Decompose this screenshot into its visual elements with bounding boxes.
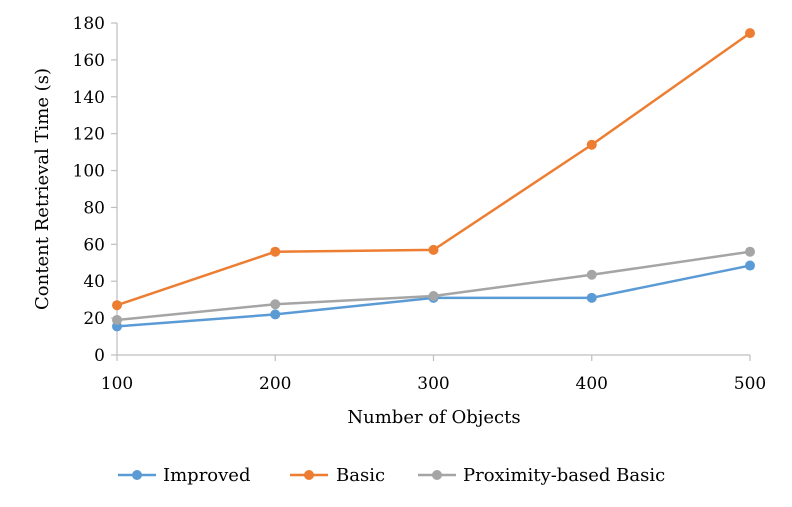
series-basic: [112, 28, 755, 311]
data-point: [586, 292, 597, 303]
y-tick-label: 60: [83, 235, 105, 255]
data-point: [586, 269, 597, 280]
y-axis: 0 20 40 60 80 100 120 140 160 180: [73, 14, 118, 366]
y-tick-label: 40: [83, 272, 105, 292]
y-tick-label: 20: [83, 309, 105, 329]
y-tick-label: 0: [94, 346, 105, 366]
x-axis-title: Number of Objects: [347, 407, 520, 428]
plot-area: [112, 28, 755, 332]
legend-label: Proximity-based Basic: [463, 465, 665, 486]
data-point: [112, 300, 122, 311]
legend-swatch-marker: [132, 470, 142, 480]
y-tick-label: 160: [73, 51, 105, 71]
y-axis-title: Content Retrieval Time (s): [32, 68, 53, 310]
legend-swatch-marker: [304, 470, 314, 480]
data-point: [428, 290, 439, 301]
x-tick-label: 500: [734, 374, 766, 394]
series-proximity-based-basic: [112, 246, 755, 325]
legend-item: Improved: [118, 465, 251, 486]
data-point: [745, 28, 755, 39]
x-tick-label: 400: [576, 374, 608, 394]
data-point: [745, 260, 755, 271]
y-tick-label: 120: [73, 125, 105, 145]
x-tick-label: 300: [417, 374, 449, 394]
legend: Improved Basic Proximity-based Basic: [118, 465, 665, 486]
x-tick-label: 200: [259, 374, 291, 394]
data-point: [112, 314, 122, 325]
x-tick-label: 100: [101, 374, 133, 394]
legend-label: Improved: [163, 465, 251, 486]
data-point: [270, 246, 281, 257]
legend-swatch-marker: [432, 470, 442, 480]
data-point: [586, 139, 597, 150]
data-point: [428, 244, 439, 255]
data-point: [270, 309, 281, 320]
y-tick-label: 100: [73, 162, 105, 182]
data-point: [745, 246, 755, 257]
x-axis: 100 200 300 400 500: [101, 354, 766, 394]
y-tick-label: 180: [73, 14, 105, 34]
legend-item: Basic: [290, 465, 385, 486]
y-tick-label: 140: [73, 88, 105, 108]
y-tick-label: 80: [83, 198, 105, 218]
data-point: [270, 299, 281, 310]
legend-label: Basic: [336, 465, 385, 486]
legend-item: Proximity-based Basic: [418, 465, 665, 486]
